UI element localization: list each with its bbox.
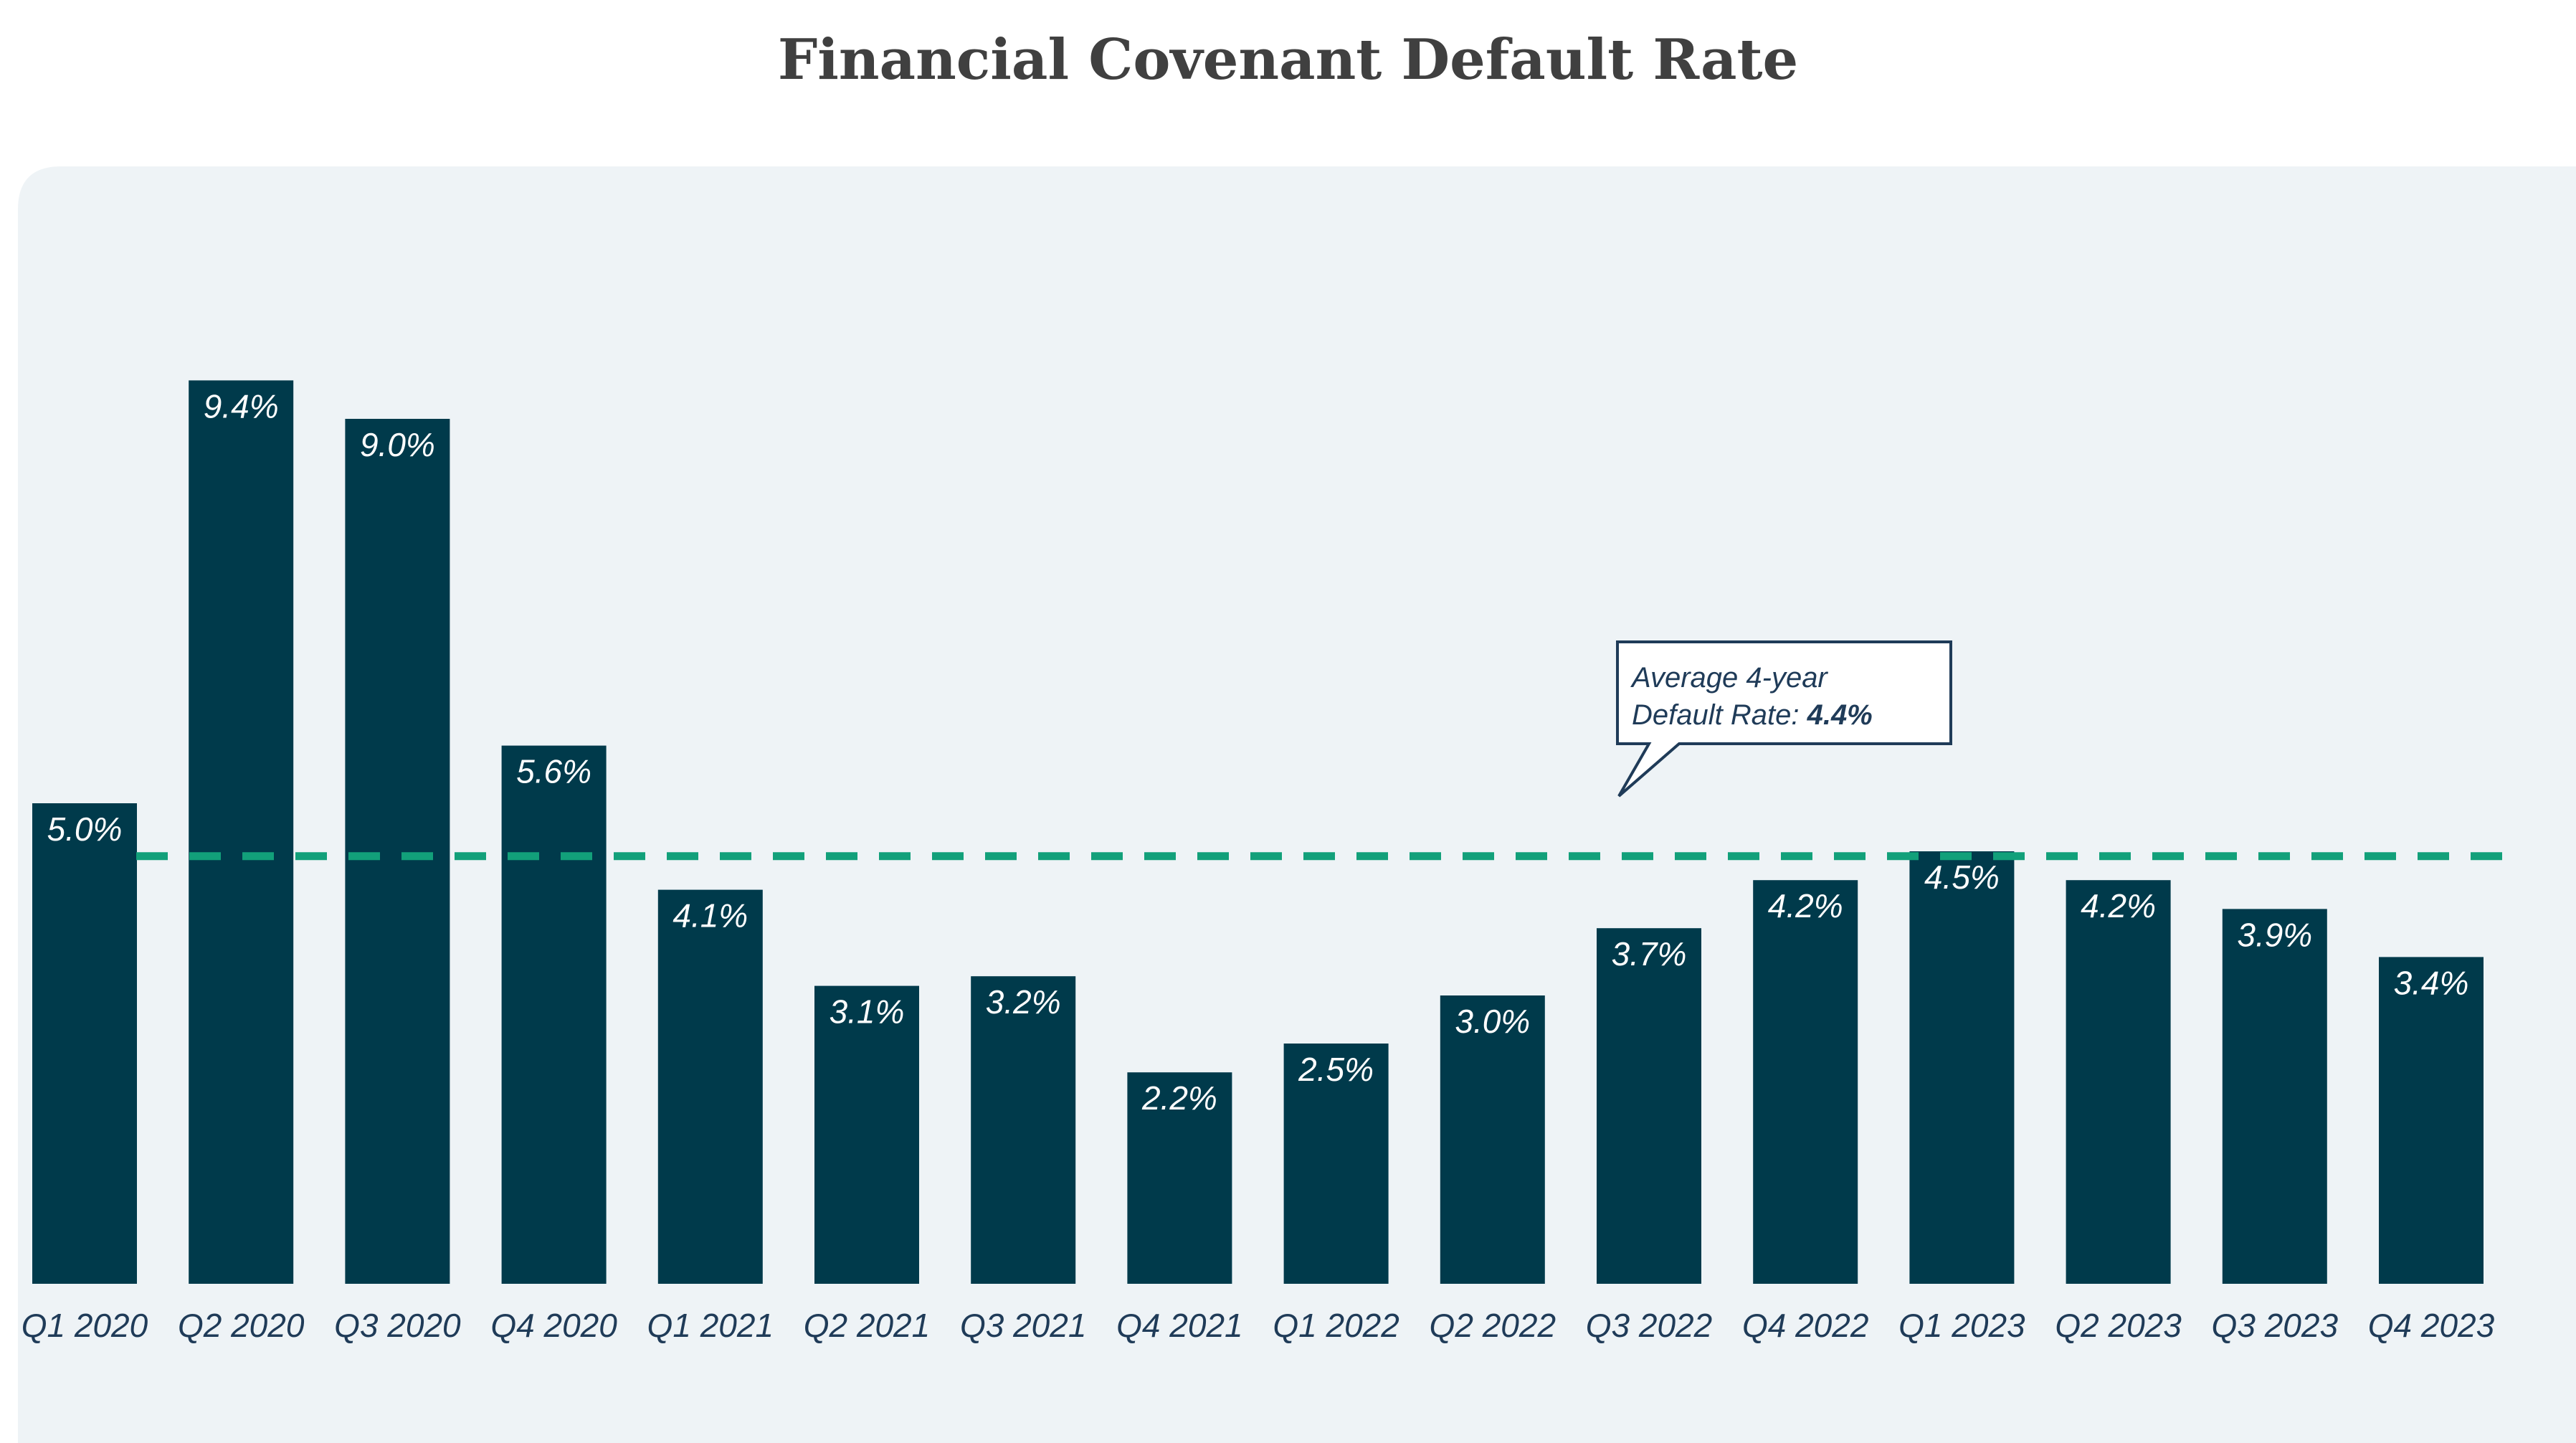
bar-value-label: 4.2% xyxy=(2081,887,2156,924)
x-tick-label: Q4 2021 xyxy=(1116,1307,1242,1344)
x-tick-label: Q2 2021 xyxy=(804,1307,930,1344)
bar-q2-2022 xyxy=(1440,995,1545,1284)
bar-q2-2023 xyxy=(2066,880,2171,1284)
x-tick-label: Q1 2021 xyxy=(647,1307,774,1344)
bar-value-label: 9.0% xyxy=(360,426,435,463)
x-tick-labels-layer: Q1 2020 Q2 2020 Q3 2020 Q4 2020 Q1 2021 Q2 20… xyxy=(22,1307,2495,1344)
x-tick-label: Q3 2020 xyxy=(334,1307,461,1344)
bar-value-label: 9.4% xyxy=(204,387,279,425)
x-tick-label: Q2 2020 xyxy=(178,1307,305,1344)
bar-value-label: 3.2% xyxy=(986,983,1061,1021)
x-tick-label: Q1 2023 xyxy=(1898,1307,2025,1344)
bar-q3-2021 xyxy=(971,976,1076,1284)
x-tick-label: Q2 2022 xyxy=(1430,1307,1556,1344)
bar-value-label: 4.2% xyxy=(1768,887,1843,924)
bar-value-label: 2.5% xyxy=(1298,1051,1374,1088)
bar-q1-2021 xyxy=(657,889,763,1284)
bars-layer xyxy=(32,380,2484,1284)
bar-labels-layer: 5.0% 9.4% 9.0% 5.6% 4.1% 3.1% 3.2% 2.2% 2.5% 3.0%… xyxy=(47,387,2469,1117)
bar-q4-2022 xyxy=(1753,880,1858,1284)
bar-value-label: 3.9% xyxy=(2237,916,2312,953)
bar-q1-2022 xyxy=(1283,1044,1389,1284)
x-tick-label: Q3 2022 xyxy=(1586,1307,1712,1344)
average-callout: Average 4-year Default Rate: 4.4% xyxy=(1616,640,1952,798)
callout-label: Default Rate: xyxy=(1632,699,1807,731)
bar-q4-2021 xyxy=(1127,1072,1232,1284)
x-tick-label: Q1 2020 xyxy=(22,1307,148,1344)
bar-value-label: 4.5% xyxy=(1924,858,2000,896)
bar-value-label: 3.4% xyxy=(2394,964,2469,1001)
bar-q1-2023 xyxy=(1909,851,2015,1284)
callout-line-1: Average 4-year xyxy=(1630,662,1828,694)
chart-title: Financial Covenant Default Rate xyxy=(777,27,1799,93)
x-tick-label: Q1 2022 xyxy=(1273,1307,1399,1344)
bar-q2-2021 xyxy=(814,985,919,1284)
x-tick-label: Q4 2023 xyxy=(2368,1307,2495,1344)
x-tick-label: Q4 2020 xyxy=(490,1307,617,1344)
bar-value-label: 5.0% xyxy=(47,810,123,848)
callout-line-2: Default Rate: 4.4% xyxy=(1632,699,1873,731)
bar-q2-2020 xyxy=(189,380,294,1284)
bar-value-label: 4.1% xyxy=(672,897,748,935)
bar-value-label: 3.1% xyxy=(830,993,905,1031)
x-tick-label: Q4 2022 xyxy=(1742,1307,1868,1344)
bar-q3-2020 xyxy=(345,419,450,1284)
bar-q3-2023 xyxy=(2222,909,2327,1284)
callout-box xyxy=(1616,640,1952,798)
callout-value: 4.4% xyxy=(1807,699,1873,731)
bar-value-label: 3.0% xyxy=(1455,1003,1530,1040)
bar-value-label: 5.6% xyxy=(516,753,591,790)
x-tick-label: Q3 2023 xyxy=(2212,1307,2339,1344)
bar-q3-2022 xyxy=(1597,928,1701,1284)
bar-value-label: 2.2% xyxy=(1141,1079,1217,1117)
x-tick-label: Q2 2023 xyxy=(2055,1307,2182,1344)
bar-value-label: 3.7% xyxy=(1612,935,1687,973)
bar-q4-2023 xyxy=(2379,957,2484,1284)
bar-q4-2020 xyxy=(501,745,607,1284)
x-tick-label: Q3 2021 xyxy=(960,1307,1086,1344)
bar-q1-2020 xyxy=(32,803,137,1284)
